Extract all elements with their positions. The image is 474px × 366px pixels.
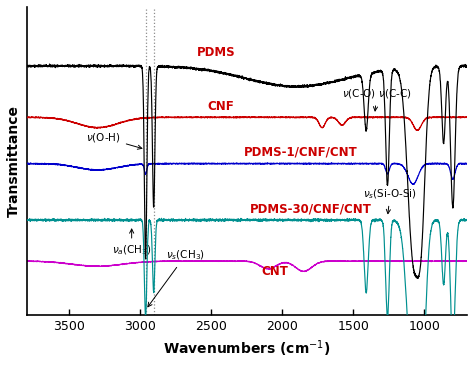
- Text: $\nu_a$(CH$_3$): $\nu_a$(CH$_3$): [112, 229, 152, 257]
- Text: PDMS-30/CNF/CNT: PDMS-30/CNF/CNT: [250, 202, 372, 215]
- Text: $\nu_s$(CH$_3$): $\nu_s$(CH$_3$): [148, 249, 205, 307]
- Text: CNF: CNF: [207, 100, 234, 113]
- Text: PDMS-1/CNF/CNT: PDMS-1/CNF/CNT: [244, 146, 358, 159]
- Y-axis label: Transmittance: Transmittance: [7, 105, 21, 217]
- Text: $\nu_s$(Si-O-Si): $\nu_s$(Si-O-Si): [363, 187, 417, 214]
- Text: PDMS: PDMS: [197, 46, 236, 59]
- Text: $\nu$(C-O) $\nu$(C-C): $\nu$(C-O) $\nu$(C-C): [342, 87, 411, 111]
- X-axis label: Wavenumbers (cm$^{-1}$): Wavenumbers (cm$^{-1}$): [163, 339, 330, 359]
- Text: $\nu$(O-H): $\nu$(O-H): [86, 131, 142, 149]
- Text: $\nu_a$(Si-O-Si): $\nu_a$(Si-O-Si): [0, 365, 1, 366]
- Text: CNT: CNT: [261, 265, 288, 278]
